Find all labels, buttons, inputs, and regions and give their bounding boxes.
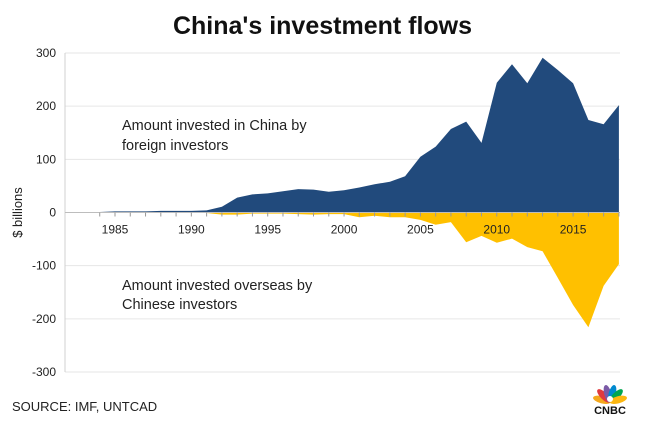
x-tick-label: 2000 <box>331 223 358 237</box>
area-inflows <box>99 57 619 213</box>
series-annotation: Amount invested overseas by <box>122 278 313 294</box>
x-tick-label: 1995 <box>254 223 281 237</box>
y-axis-label: $ billions <box>10 187 25 238</box>
y-tick-label: 200 <box>36 99 56 113</box>
series-annotation: Amount invested in China by <box>122 118 307 134</box>
x-tick-label: 2005 <box>407 223 434 237</box>
x-tick-label: 1990 <box>178 223 205 237</box>
area-outflows <box>99 212 619 328</box>
chart-title: China's investment flows <box>172 12 473 40</box>
x-tick-label: 2010 <box>483 223 510 237</box>
series-annotation: foreign investors <box>122 138 228 154</box>
y-tick-label: -100 <box>32 259 56 273</box>
logo-body <box>607 396 613 402</box>
y-tick-label: -300 <box>32 365 56 379</box>
x-tick-label: 2015 <box>560 223 587 237</box>
cnbc-logo-text: CNBC <box>594 405 626 417</box>
series-annotation: Chinese investors <box>122 297 237 313</box>
y-tick-label: 300 <box>36 46 56 60</box>
x-tick-label: 1985 <box>102 223 129 237</box>
y-tick-label: 0 <box>49 206 56 220</box>
source-note: SOURCE: IMF, UNTCAD <box>12 399 158 414</box>
y-tick-label: -200 <box>32 312 56 326</box>
y-tick-label: 100 <box>36 152 56 166</box>
logo-feather <box>609 395 627 404</box>
